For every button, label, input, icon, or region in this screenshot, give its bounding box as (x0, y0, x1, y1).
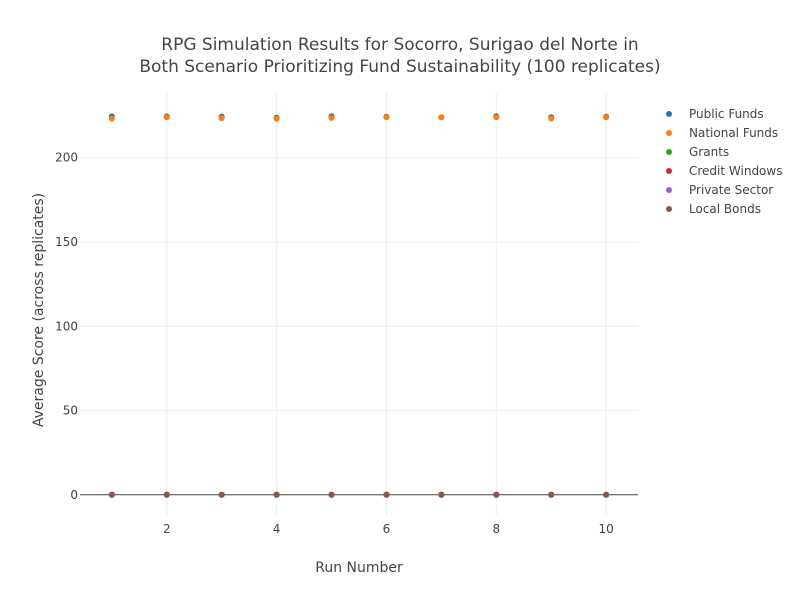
data-point[interactable] (163, 491, 170, 498)
data-point[interactable] (328, 491, 335, 498)
legend-label: National Funds (689, 126, 778, 140)
x-axis-title: Run Number (315, 560, 403, 576)
data-point[interactable] (108, 491, 115, 498)
x-tick-label: 10 (599, 522, 614, 536)
data-point[interactable] (218, 491, 225, 498)
data-points (108, 113, 610, 498)
data-point[interactable] (438, 114, 445, 121)
data-point[interactable] (603, 114, 610, 121)
data-point[interactable] (548, 115, 555, 122)
legend-item[interactable]: Grants (666, 145, 729, 159)
y-tick-label: 150 (55, 235, 78, 249)
data-point[interactable] (163, 114, 170, 121)
chart-title-line-1: RPG Simulation Results for Socorro, Suri… (161, 35, 638, 55)
legend-item[interactable]: Credit Windows (666, 164, 782, 178)
legend-marker (666, 168, 672, 174)
data-point[interactable] (273, 115, 280, 122)
data-point[interactable] (328, 114, 335, 121)
legend-marker (666, 149, 672, 155)
y-tick-label: 0 (70, 488, 78, 502)
data-point[interactable] (493, 114, 500, 121)
data-point[interactable] (603, 491, 610, 498)
y-axis-title: Average Score (across replicates) (31, 193, 47, 427)
legend-label: Grants (689, 145, 729, 159)
legend-label: Credit Windows (689, 164, 782, 178)
gridlines (80, 92, 638, 515)
legend-marker (666, 111, 672, 117)
data-point[interactable] (438, 491, 445, 498)
legend-item[interactable]: Private Sector (666, 183, 773, 197)
data-point[interactable] (218, 115, 225, 122)
data-point[interactable] (383, 491, 390, 498)
y-tick-label: 100 (55, 319, 78, 333)
legend-item[interactable]: Local Bonds (666, 202, 761, 216)
data-point[interactable] (493, 491, 500, 498)
legend-marker (666, 130, 672, 136)
legend-marker (666, 206, 672, 212)
data-point[interactable] (383, 114, 390, 121)
legend[interactable]: Public Funds National Funds Grants Credit W… (666, 107, 782, 216)
x-tick-label: 6 (383, 522, 391, 536)
legend-item[interactable]: Public Funds (666, 107, 764, 121)
legend-label: Local Bonds (689, 202, 761, 216)
x-tick-label: 8 (492, 522, 500, 536)
legend-label: Public Funds (689, 107, 764, 121)
legend-marker (666, 187, 672, 193)
legend-item[interactable]: National Funds (666, 126, 778, 140)
data-point[interactable] (548, 491, 555, 498)
x-tick-label: 2 (163, 522, 171, 536)
data-point[interactable] (108, 115, 115, 122)
y-tick-label: 200 (55, 151, 78, 165)
y-tick-label: 50 (63, 404, 78, 418)
legend-label: Private Sector (689, 183, 773, 197)
x-tick-label: 4 (273, 522, 281, 536)
chart-title-line-2: Both Scenario Prioritizing Fund Sustaina… (139, 57, 660, 77)
data-point[interactable] (273, 491, 280, 498)
